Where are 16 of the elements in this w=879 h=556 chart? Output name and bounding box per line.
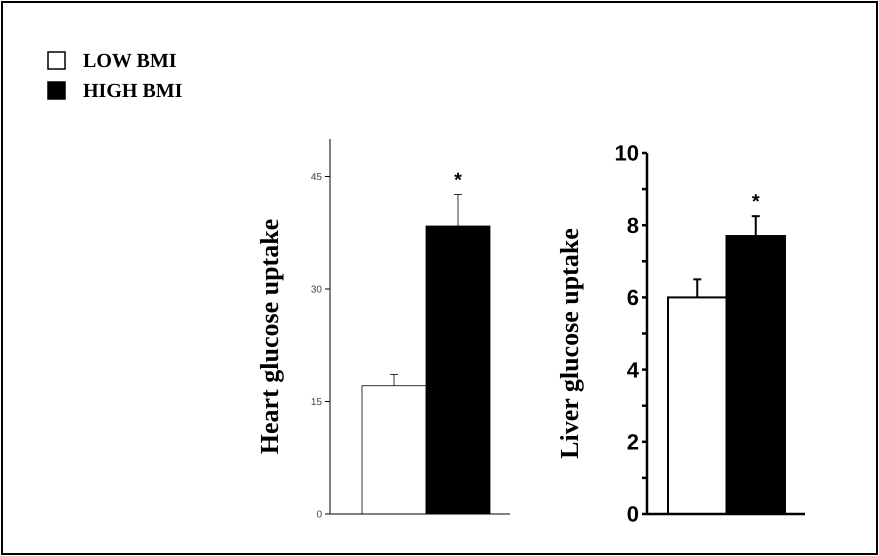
y-axis-title: Liver glucose uptake	[555, 228, 584, 459]
legend-label: LOW BMI	[83, 50, 177, 72]
y-tick-label: 0	[316, 510, 322, 520]
annotation: *	[454, 170, 462, 192]
y-tick-label: 15	[310, 397, 322, 408]
y-tick-label: 30	[310, 284, 322, 296]
legend-label: HIGH BMI	[83, 80, 183, 102]
y-tick-label: 8	[626, 212, 639, 238]
y-tick-label: 0	[626, 502, 639, 527]
y-tick-label: 10	[614, 140, 639, 166]
y-tick-label: 2	[626, 430, 639, 454]
y-tick-label: 4	[626, 357, 640, 382]
y-tick-label: 45	[310, 172, 322, 183]
annotation: *	[752, 191, 760, 214]
y-tick-label: 6	[626, 285, 639, 310]
y-axis-title: Heart glucose uptake	[255, 218, 284, 454]
